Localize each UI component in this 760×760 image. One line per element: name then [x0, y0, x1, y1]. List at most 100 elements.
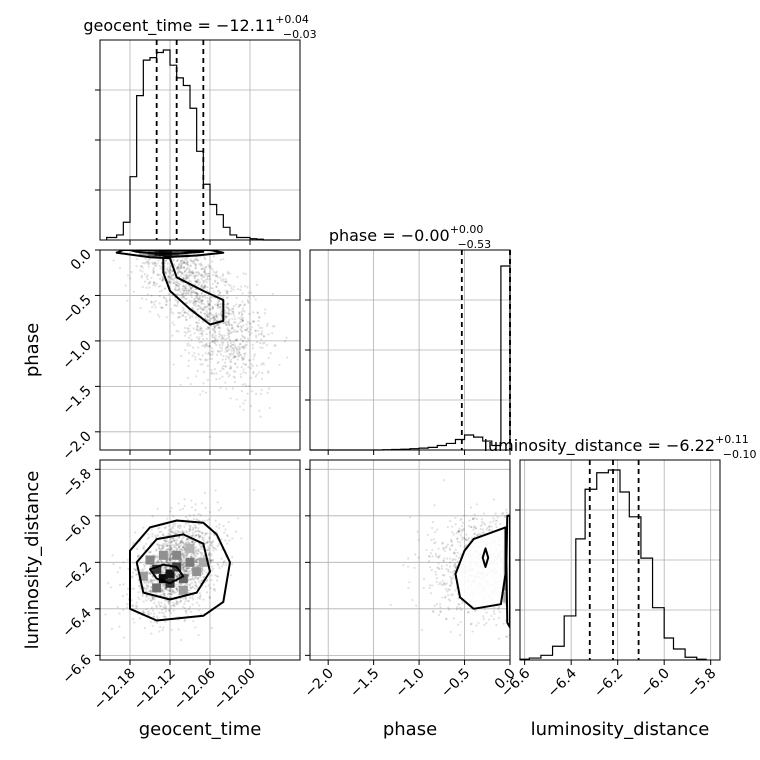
scatter-point — [452, 552, 456, 555]
scatter-point — [205, 313, 209, 317]
scatter-point — [215, 285, 218, 288]
scatter-point — [193, 291, 196, 294]
scatter-point — [225, 292, 229, 295]
scatter-point — [164, 567, 167, 570]
scatter-point — [207, 553, 210, 556]
scatter-point — [194, 291, 197, 294]
scatter-point — [271, 292, 274, 296]
scatter-point — [206, 358, 209, 362]
scatter-point — [186, 344, 189, 347]
scatter-point — [175, 538, 178, 541]
scatter-point — [452, 533, 455, 536]
grid — [305, 250, 511, 455]
scatter-point — [165, 544, 168, 548]
scatter-point — [492, 498, 496, 501]
scatter-point — [158, 315, 161, 318]
scatter-point — [217, 289, 221, 292]
scatter-point — [196, 558, 199, 561]
scatter-point — [201, 354, 204, 357]
scatter-point — [205, 309, 208, 312]
scatter-point — [180, 265, 183, 268]
scatter-point — [196, 259, 200, 262]
scatter-point — [183, 334, 187, 337]
scatter-point — [201, 273, 204, 276]
scatter-point — [179, 638, 183, 642]
scatter-point — [174, 288, 177, 291]
scatter-point — [479, 527, 482, 531]
scatter-point — [444, 596, 447, 599]
clipped-layer — [112, 250, 289, 438]
scatter-point — [210, 350, 213, 353]
scatter-point — [211, 559, 214, 562]
scatter-point — [177, 282, 180, 285]
scatter-point — [184, 569, 187, 573]
scatter-point — [179, 290, 182, 293]
scatter-point — [139, 269, 142, 272]
scatter-point — [185, 555, 188, 558]
scatter-point — [185, 262, 188, 266]
scatter-point — [244, 284, 247, 288]
scatter-point — [190, 296, 193, 299]
scatter-point — [167, 593, 170, 596]
scatter-point — [236, 275, 239, 278]
scatter-point — [192, 271, 195, 275]
scatter-point — [168, 559, 172, 562]
scatter-point — [216, 316, 219, 319]
scatter-point — [238, 351, 241, 354]
scatter-point — [233, 315, 236, 318]
scatter-point — [225, 346, 228, 349]
scatter-point — [110, 627, 114, 630]
scatter-point — [181, 546, 184, 549]
scatter-point — [181, 309, 184, 312]
scatter-point — [223, 560, 226, 563]
scatter-point — [161, 608, 164, 611]
scatter-point — [152, 270, 155, 274]
scatter-point — [258, 326, 261, 329]
scatter-point — [170, 557, 173, 560]
scatter-point — [186, 583, 189, 586]
scatter-point — [165, 559, 169, 563]
scatter-point — [167, 557, 171, 560]
scatter-point — [187, 575, 190, 578]
scatter-point — [202, 337, 205, 341]
scatter-point — [174, 283, 178, 286]
scatter-point — [209, 304, 212, 307]
scatter-point — [112, 562, 115, 566]
scatter-point — [125, 593, 129, 596]
scatter-point — [199, 513, 202, 517]
scatter-point — [176, 574, 179, 578]
scatter-point — [456, 537, 459, 541]
scatter-point — [175, 575, 178, 578]
scatter-point — [145, 542, 148, 545]
scatter-point — [148, 258, 151, 261]
scatter-point — [179, 540, 182, 543]
scatter-point — [184, 277, 188, 280]
scatter-point — [195, 558, 198, 561]
scatter-point — [203, 286, 206, 289]
scatter-point — [199, 551, 202, 554]
scatter-point — [157, 601, 160, 604]
scatter-point — [182, 545, 185, 548]
scatter-point — [152, 576, 155, 579]
scatter-point — [462, 536, 466, 540]
scatter-point — [164, 587, 167, 591]
scatter-point — [207, 312, 210, 315]
scatter-point — [487, 618, 491, 621]
scatter-point — [239, 338, 243, 341]
scatter-point — [164, 565, 167, 568]
scatter-point — [201, 299, 204, 302]
scatter-point — [481, 531, 484, 534]
scatter-point — [212, 320, 215, 323]
scatter-point — [216, 304, 219, 307]
scatter-point — [143, 611, 146, 615]
scatter-point — [207, 584, 210, 587]
scatter-point — [195, 321, 198, 324]
scatter-point — [198, 580, 201, 583]
scatter-point — [242, 402, 245, 405]
panel-border-rect — [309, 459, 511, 661]
scatter-point — [193, 262, 196, 265]
scatter-point — [238, 311, 241, 314]
scatter-point — [224, 309, 227, 312]
scatter-point — [189, 587, 192, 590]
scatter-point — [191, 603, 194, 606]
